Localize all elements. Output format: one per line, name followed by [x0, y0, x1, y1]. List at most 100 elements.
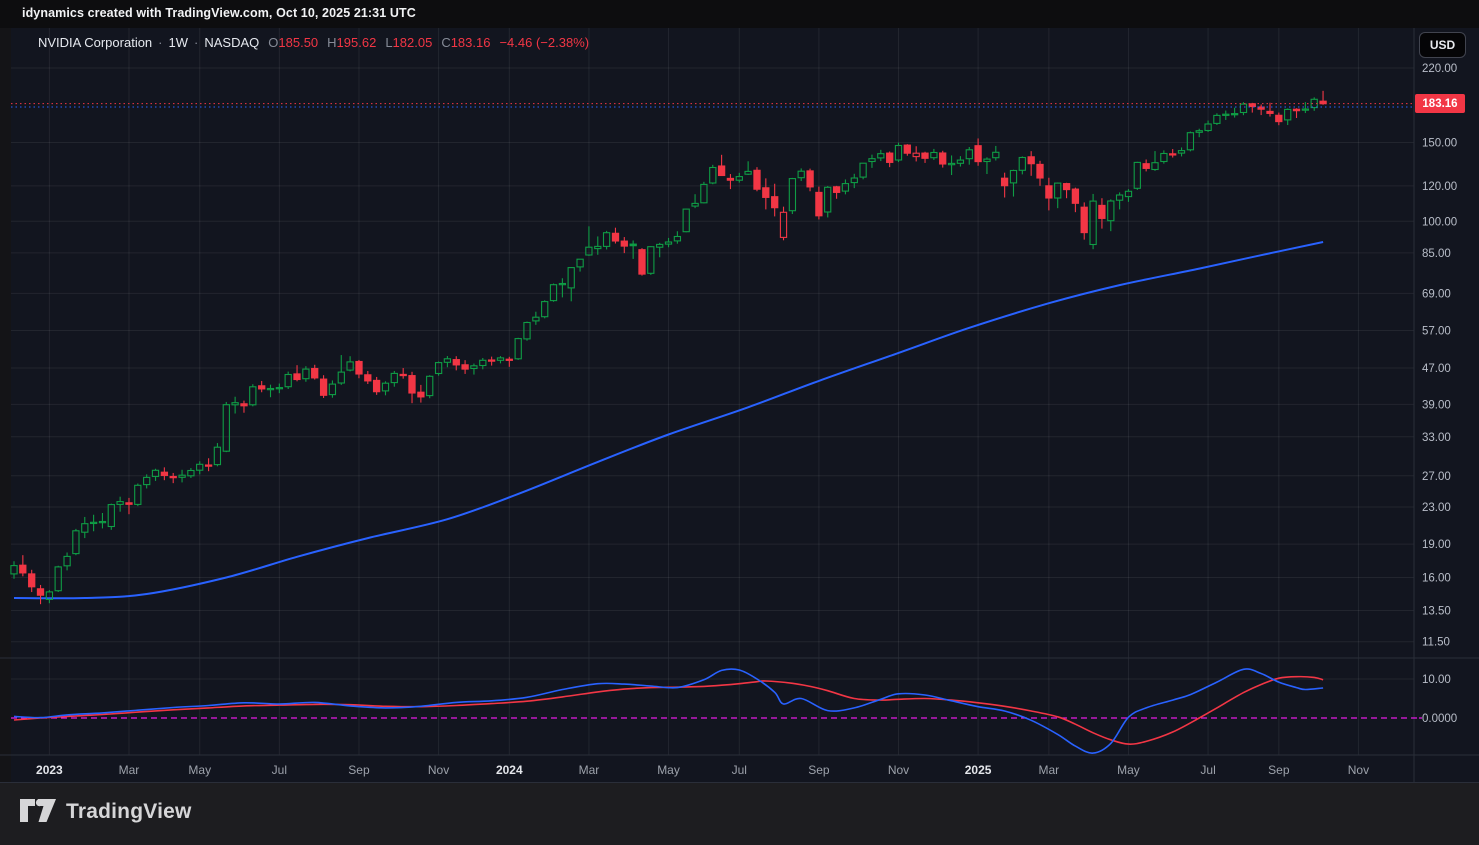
interval-label[interactable]: 1W [168, 35, 189, 50]
price-axis-label[interactable]: 23.00 [1422, 502, 1451, 514]
candle [372, 379, 381, 393]
candle [98, 520, 107, 524]
candle [381, 382, 390, 392]
candle [204, 464, 213, 467]
time-axis-label[interactable]: Mar [1039, 763, 1060, 777]
candle [328, 383, 337, 396]
price-axis-label[interactable]: 39.00 [1422, 399, 1451, 411]
time-axis-label[interactable]: May [188, 763, 211, 777]
price-axis-label[interactable]: 19.00 [1422, 539, 1451, 551]
candle [797, 170, 805, 179]
price-axis-label[interactable]: 85.00 [1422, 248, 1451, 260]
time-axis-label[interactable]: Nov [1348, 763, 1369, 777]
price-axis-label[interactable]: 150.00 [1422, 137, 1457, 149]
candle [1284, 108, 1292, 121]
candles-layer [10, 90, 1327, 605]
ohlc-low-value: 182.05 [392, 35, 433, 50]
candle [434, 362, 443, 375]
time-axis-label[interactable]: Sep [808, 763, 830, 777]
candle [682, 208, 690, 233]
chart-area[interactable]: NVIDIA Corporation · 1W · NASDAQ O185.50 H195.… [0, 28, 1479, 783]
time-axis-label[interactable]: May [1117, 763, 1140, 777]
chart-canvas[interactable]: 220.00 150.00 120.00 100.00 85.00 69.00 57.00 4… [0, 28, 1479, 783]
time-axis-label[interactable]: Mar [119, 763, 140, 777]
left-margin [0, 28, 11, 783]
tradingview-logo[interactable]: TradingView [20, 799, 192, 824]
candle [19, 564, 27, 574]
candle [399, 373, 407, 377]
candle [709, 166, 717, 184]
ohlc-open-value: 185.50 [278, 35, 319, 50]
candle [1151, 162, 1159, 171]
indicator-axis-label[interactable]: 0.0000 [1422, 713, 1457, 725]
candle [762, 187, 770, 198]
tradingview-logo-icon [20, 799, 56, 822]
price-axis-label[interactable]: 13.50 [1422, 606, 1451, 618]
candle [89, 521, 98, 525]
price-axis-label[interactable]: 100.00 [1422, 216, 1457, 228]
top-watermark-bar: idynamics created with TradingView.com, … [0, 0, 1479, 28]
candle [461, 364, 469, 370]
currency-usd-button[interactable]: USD [1419, 32, 1466, 58]
last-price-badge[interactable]: 183.16 [1415, 94, 1465, 113]
candle [107, 504, 115, 528]
candle [302, 368, 310, 380]
legend-separator: · [194, 35, 199, 50]
price-axis-label[interactable]: 220.00 [1422, 63, 1457, 75]
time-axis-label[interactable]: Nov [428, 763, 449, 777]
time-axis-label[interactable]: 2024 [496, 763, 523, 777]
price-axis-label[interactable]: 69.00 [1422, 288, 1451, 300]
exchange-label[interactable]: NASDAQ [204, 35, 260, 50]
candle [549, 284, 558, 302]
candle [850, 177, 858, 184]
candle [815, 191, 823, 217]
indicator-axis-label[interactable]: 10.00 [1422, 674, 1451, 686]
candle [735, 176, 743, 181]
price-axis-label[interactable]: 47.00 [1422, 363, 1451, 375]
candle [514, 338, 522, 360]
symbol-title[interactable]: NVIDIA Corporation [38, 35, 153, 50]
candle [656, 243, 664, 248]
candle [868, 158, 876, 163]
macd-fast-line [13, 668, 1324, 754]
time-axis-label[interactable]: 2023 [36, 763, 63, 777]
candle [1301, 108, 1310, 111]
price-axis-label[interactable]: 120.00 [1422, 181, 1457, 193]
candle [479, 359, 487, 367]
ohlc-close-value: 183.16 [450, 35, 491, 50]
price-change: −4.46 (−2.38%) [499, 35, 590, 50]
time-axis-label[interactable]: May [657, 763, 680, 777]
chart-legend: NVIDIA Corporation · 1W · NASDAQ O185.50 H195.… [38, 35, 589, 50]
candle [832, 186, 841, 193]
candle [585, 246, 593, 256]
candle [974, 145, 982, 163]
candle [311, 367, 319, 379]
candle [691, 202, 699, 207]
price-axis-label[interactable]: 33.00 [1422, 432, 1451, 444]
time-axis-label[interactable]: Sep [348, 763, 370, 777]
price-axis-label[interactable]: 57.00 [1422, 326, 1451, 338]
candle [1107, 200, 1115, 222]
candle [293, 373, 301, 381]
ohlc-low-label: L [385, 35, 393, 50]
time-axis-label[interactable]: Sep [1268, 763, 1290, 777]
candle [1160, 152, 1168, 163]
candle [1027, 156, 1035, 165]
time-axis-label[interactable]: Mar [579, 763, 600, 777]
candle [1292, 108, 1301, 112]
time-axis-label[interactable]: Jul [732, 763, 747, 777]
price-axis-label[interactable]: 16.00 [1422, 573, 1451, 585]
time-axis-label[interactable]: Jul [272, 763, 287, 777]
candle [965, 149, 973, 160]
candle [54, 566, 62, 592]
price-axis-label[interactable]: 11.50 [1422, 637, 1450, 649]
candle [788, 178, 797, 212]
candle [664, 241, 673, 245]
time-axis-label[interactable]: Jul [1200, 763, 1215, 777]
candle [806, 170, 814, 188]
candle [1142, 163, 1150, 169]
time-axis-label[interactable]: 2025 [965, 763, 992, 777]
candle [178, 474, 186, 478]
price-axis-label[interactable]: 27.00 [1422, 471, 1451, 483]
time-axis-label[interactable]: Nov [888, 763, 909, 777]
